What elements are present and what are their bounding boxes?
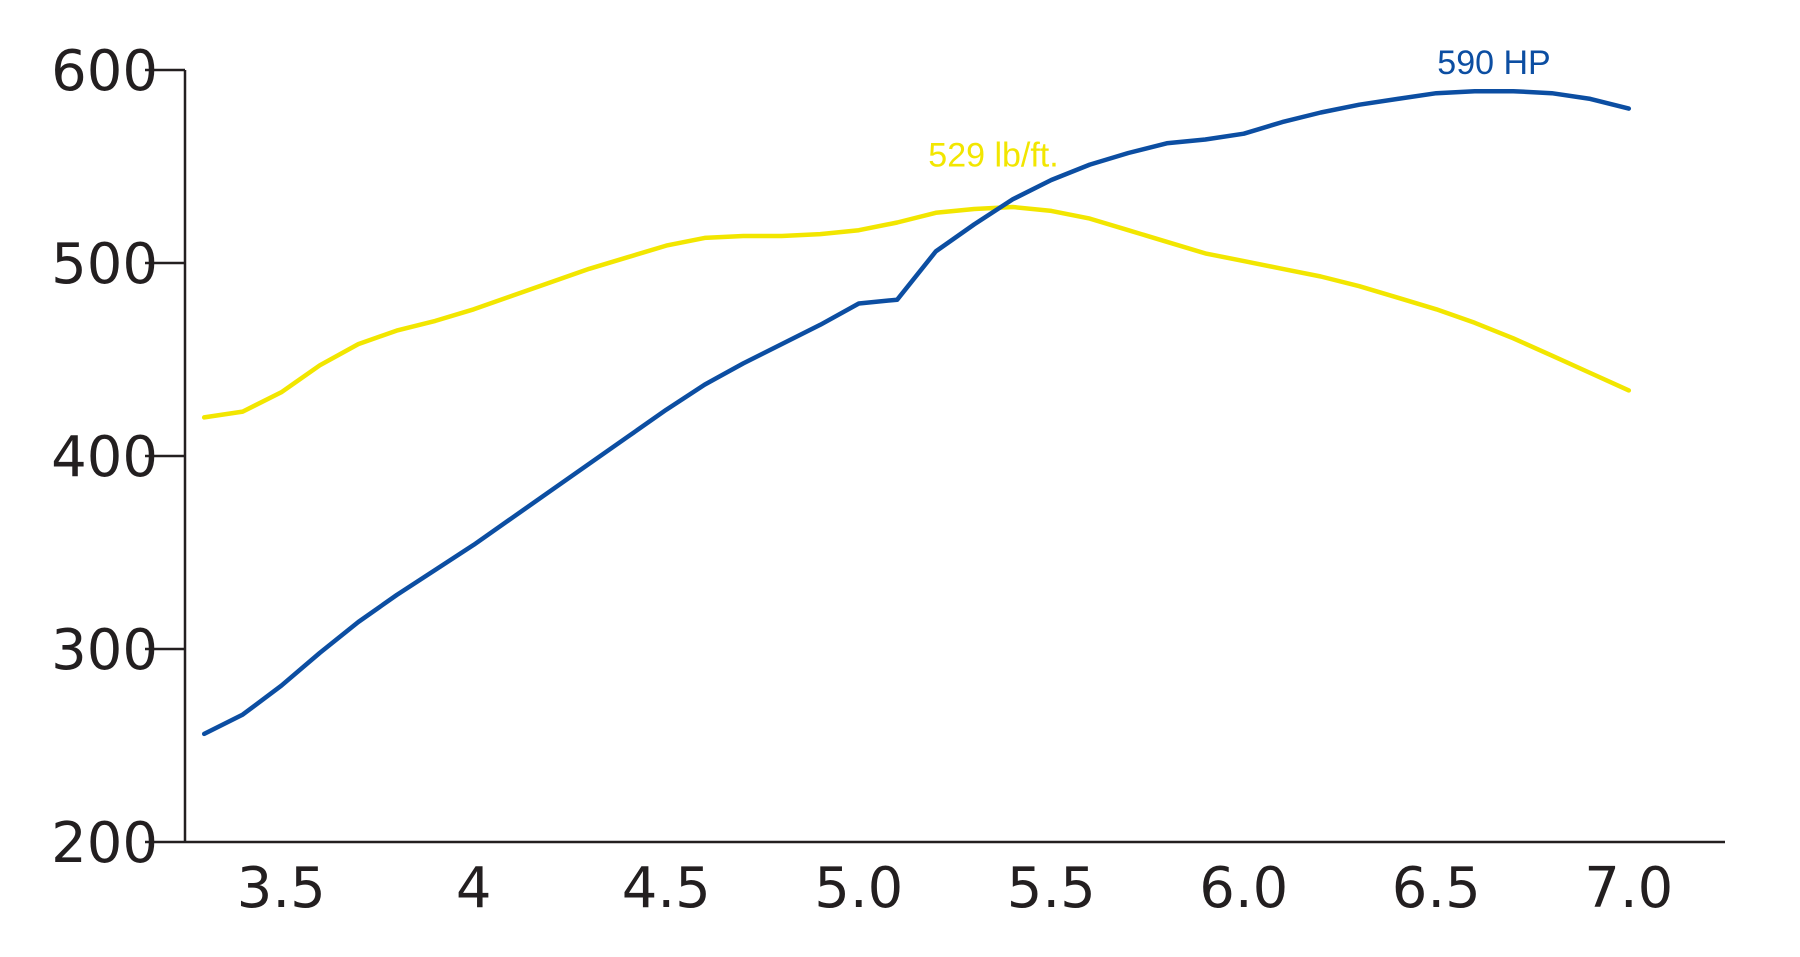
y-tick-label: 200 [51, 811, 158, 876]
y-tick-label: 400 [51, 425, 158, 490]
y-tick-label: 500 [51, 232, 158, 297]
x-tick-label: 7.0 [1584, 856, 1673, 921]
x-tick-label: 6.5 [1392, 856, 1481, 921]
horsepower-peak-label: 590 HP [1437, 44, 1550, 82]
x-tick-label: 5.5 [1007, 856, 1096, 921]
y-tick-label: 300 [51, 618, 158, 683]
x-tick-label: 5.0 [814, 856, 903, 921]
x-tick-label: 4 [456, 856, 492, 921]
series-group [201, 88, 1632, 737]
torque-line [201, 204, 1632, 420]
x-tick-label: 6.0 [1199, 856, 1288, 921]
x-axis-ticks: 3.5 4 4.5 5.0 5.5 6.0 6.5 7.0 [237, 856, 1674, 921]
torque-peak-label: 529 lb/ft. [928, 137, 1058, 175]
x-tick-label: 4.5 [622, 856, 711, 921]
axes [183, 70, 1725, 844]
horsepower-line [201, 88, 1632, 737]
x-tick-label: 3.5 [237, 856, 326, 921]
annotation-group: 529 lb/ft. 590 HP [928, 44, 1550, 175]
y-tick-label: 600 [51, 39, 158, 104]
y-axis-ticks: 600 500 400 300 200 [51, 39, 185, 876]
